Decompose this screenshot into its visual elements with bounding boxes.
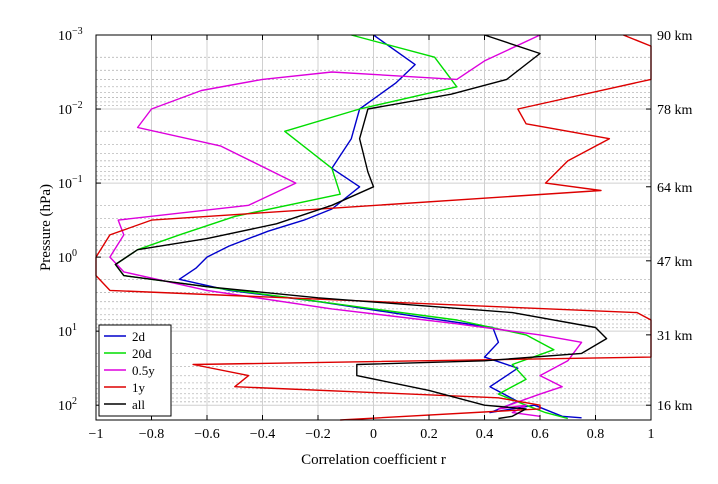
y-tick-base: 10 (58, 103, 72, 118)
altitude-tick-label: 90 km (657, 29, 693, 44)
y-tick-label: 10−1 (58, 174, 83, 192)
y-tick-exponent: −2 (72, 100, 83, 111)
x-axis-ticks: −1 −0.8 −0.6 −0.4 −0.2 0 0.2 0.4 0.6 0.8 1 (89, 35, 655, 442)
legend-label-1y: 1y (132, 380, 146, 395)
x-tick-label: 0.6 (531, 427, 549, 442)
y-tick-base: 10 (58, 251, 72, 266)
x-tick-label: 1 (648, 427, 655, 442)
y-tick-exponent: −3 (72, 26, 83, 37)
x-tick-label: 0 (370, 427, 377, 442)
x-tick-label: −1 (89, 427, 104, 442)
series-layer (95, 34, 652, 421)
x-tick-label: −0.2 (305, 427, 330, 442)
altitude-tick-label: 31 km (657, 329, 693, 344)
series-line-all (114, 34, 608, 420)
y-tick-label: 100 (58, 248, 77, 266)
x-tick-label: −0.6 (194, 427, 219, 442)
altitude-tick-label: 47 km (657, 255, 693, 270)
legend: 2d 20d 0.5y 1y all (98, 324, 172, 417)
y-tick-base: 10 (58, 325, 72, 340)
x-tick-label: −0.8 (139, 427, 164, 442)
legend-label-0.5y: 0.5y (132, 363, 155, 378)
altitude-tick-label: 16 km (657, 399, 693, 414)
y-tick-base: 10 (58, 29, 72, 44)
y-tick-exponent: 2 (72, 396, 77, 407)
y-tick-exponent: −1 (72, 174, 83, 185)
y-tick-exponent: 0 (72, 248, 77, 259)
y-tick-base: 10 (58, 177, 72, 192)
legend-label-20d: 20d (132, 346, 152, 361)
x-tick-label: 0.8 (587, 427, 605, 442)
y-tick-label: 10−3 (58, 26, 83, 44)
y-tick-label: 101 (58, 322, 77, 340)
y-axis-label: Pressure (hPa) (38, 184, 54, 271)
y-tick-label: 102 (58, 396, 77, 414)
altitude-tick-label: 78 km (657, 103, 693, 118)
series-line-2d (178, 34, 582, 419)
series-line-0.5y (109, 34, 583, 417)
x-tick-label: 0.2 (420, 427, 438, 442)
y-tick-exponent: 1 (72, 322, 77, 333)
altitude-tick-label: 64 km (657, 181, 693, 196)
x-tick-label: −0.4 (250, 427, 275, 442)
legend-label-all: all (132, 397, 145, 412)
y-tick-base: 10 (58, 399, 72, 414)
altitude-axis-ticks: 90 km 78 km 64 km 47 km 31 km 16 km (646, 29, 693, 414)
x-axis-label: Correlation coefficient r (301, 452, 446, 468)
y-tick-label: 10−2 (58, 100, 83, 118)
x-tick-label: 0.4 (476, 427, 494, 442)
legend-label-2d: 2d (132, 329, 146, 344)
